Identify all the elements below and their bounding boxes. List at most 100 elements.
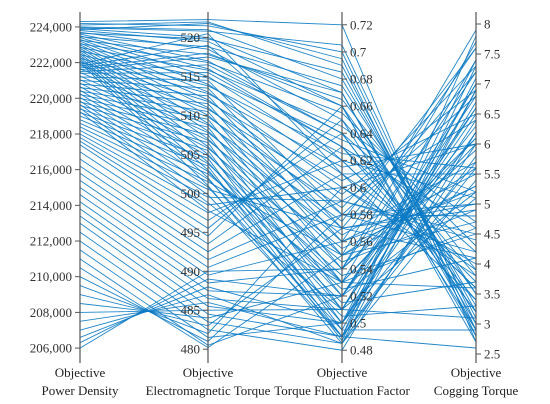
- tick-label-cogging_torque-9: 7: [484, 77, 491, 92]
- data-line-54: [79, 180, 477, 268]
- data-line-51: [79, 146, 477, 301]
- axes: 206,000 208,000 210,000 212,000 214,000 216,0…: [30, 12, 519, 398]
- data-line-96: [79, 97, 477, 317]
- data-line-94: [79, 89, 477, 290]
- tick-label-torque_fluctuation_factor-0: 0.48: [350, 343, 373, 358]
- tick-label-electromagnetic_torque-5: 505: [181, 147, 201, 162]
- data-line-65: [79, 221, 477, 349]
- tick-label-electromagnetic_torque-8: 520: [181, 30, 201, 45]
- data-line-14: [79, 46, 477, 229]
- axis-title-top-cogging_torque: Objective: [451, 365, 502, 380]
- tick-label-power_density-8: 222,000: [30, 55, 72, 70]
- tick-label-cogging_torque-10: 7.5: [484, 47, 500, 62]
- axis-title-top-electromagnetic_torque: Objective: [183, 365, 234, 380]
- tick-label-power_density-5: 216,000: [30, 162, 72, 177]
- data-line-92: [79, 82, 477, 263]
- axis-electromagnetic_torque: 480 485 490 495 500 505 510 515 520 Objective Elec…: [146, 12, 271, 398]
- data-line-88: [79, 65, 477, 209]
- tick-label-torque_fluctuation_factor-2: 0.52: [350, 288, 373, 303]
- tick-label-electromagnetic_torque-2: 490: [181, 264, 201, 279]
- data-line-87: [79, 64, 477, 195]
- tick-label-torque_fluctuation_factor-10: 0.68: [350, 72, 373, 87]
- tick-label-power_density-7: 220,000: [30, 91, 72, 106]
- data-line-84: [79, 54, 477, 169]
- tick-label-torque_fluctuation_factor-12: 0.72: [350, 17, 373, 32]
- tick-label-electromagnetic_torque-1: 485: [181, 303, 201, 318]
- tick-label-power_density-2: 210,000: [30, 269, 72, 284]
- data-line-38: [79, 101, 477, 324]
- data-lines: [79, 19, 477, 351]
- data-line-63: [79, 161, 477, 338]
- data-line-95: [79, 93, 477, 304]
- data-line-89: [79, 47, 477, 223]
- tick-label-electromagnetic_torque-3: 495: [181, 225, 201, 240]
- data-line-56: [79, 137, 477, 284]
- tick-label-cogging_torque-8: 6.5: [484, 107, 500, 122]
- tick-label-power_density-0: 206,000: [30, 341, 72, 356]
- data-line-0: [79, 19, 477, 343]
- axis-torque_fluctuation_factor: 0.48 0.5 0.52 0.54 0.56 0.58 0.6 0.62 0.64 0.66 0.…: [274, 12, 410, 398]
- tick-label-torque_fluctuation_factor-6: 0.6: [350, 180, 367, 195]
- tick-label-torque_fluctuation_factor-1: 0.5: [350, 316, 366, 331]
- tick-label-torque_fluctuation_factor-4: 0.56: [350, 234, 373, 249]
- tick-label-torque_fluctuation_factor-9: 0.66: [350, 99, 373, 114]
- data-line-83: [79, 50, 477, 193]
- data-line-60: [79, 35, 477, 338]
- data-line-100: [79, 111, 477, 289]
- data-line-75: [79, 71, 477, 349]
- tick-label-power_density-3: 212,000: [30, 234, 72, 249]
- data-line-61: [79, 89, 477, 344]
- data-line-79: [79, 36, 477, 295]
- data-line-45: [79, 130, 477, 241]
- tick-label-cogging_torque-0: 2.5: [484, 347, 500, 362]
- data-line-66: [79, 214, 477, 342]
- data-line-93: [79, 86, 477, 277]
- tick-label-power_density-1: 208,000: [30, 305, 72, 320]
- tick-label-torque_fluctuation_factor-5: 0.58: [350, 207, 373, 222]
- data-line-81: [79, 43, 477, 247]
- tick-label-electromagnetic_torque-7: 515: [181, 69, 201, 84]
- tick-label-cogging_torque-4: 4.5: [484, 227, 500, 242]
- data-line-78: [79, 32, 477, 313]
- data-line-42: [79, 119, 477, 284]
- data-line-15: [79, 47, 477, 243]
- data-line-30: [79, 76, 477, 217]
- axis-title-bottom-torque_fluctuation_factor: Torque Fluctuation Factor: [274, 383, 410, 398]
- tick-label-torque_fluctuation_factor-11: 0.7: [350, 44, 367, 59]
- data-line-99: [79, 107, 477, 319]
- data-line-85: [79, 57, 477, 168]
- tick-label-cogging_torque-2: 3.5: [484, 287, 500, 302]
- data-line-86: [79, 61, 477, 182]
- tick-label-cogging_torque-7: 6: [484, 137, 491, 152]
- tick-label-cogging_torque-11: 8: [484, 17, 491, 32]
- data-line-98: [79, 104, 477, 349]
- data-line-90: [79, 75, 477, 236]
- axis-title-bottom-electromagnetic_torque: Electromagnetic Torque: [146, 383, 271, 398]
- data-line-46: [79, 133, 477, 265]
- data-line-77: [79, 23, 477, 337]
- data-line-73: [79, 119, 477, 338]
- data-line-22: [79, 60, 477, 338]
- tick-label-cogging_torque-1: 3: [484, 317, 491, 332]
- data-line-48: [79, 132, 477, 313]
- axis-title-bottom-power_density: Power Density: [42, 383, 119, 398]
- data-line-82: [79, 46, 477, 223]
- data-line-74: [79, 95, 477, 344]
- tick-label-electromagnetic_torque-0: 480: [181, 342, 201, 357]
- tick-label-torque_fluctuation_factor-7: 0.62: [350, 153, 373, 168]
- tick-label-torque_fluctuation_factor-3: 0.54: [350, 261, 373, 276]
- axis-title-top-power_density: Objective: [55, 365, 106, 380]
- data-line-62: [79, 131, 477, 351]
- data-line-80: [79, 39, 477, 271]
- tick-label-cogging_torque-3: 4: [484, 257, 491, 272]
- tick-label-electromagnetic_torque-6: 510: [181, 108, 201, 123]
- axis-title-bottom-cogging_torque: Cogging Torque: [434, 383, 519, 398]
- data-line-29: [79, 72, 477, 283]
- data-line-57: [79, 107, 477, 297]
- tick-label-torque_fluctuation_factor-8: 0.64: [350, 126, 373, 141]
- tick-label-cogging_torque-5: 5: [484, 197, 491, 212]
- data-line-24: [79, 33, 477, 301]
- axis-cogging_torque: 2.5 3 3.5 4 4.5 5 5.5 6 6.5 7 7.5 8 Objective Cogging…: [434, 12, 519, 398]
